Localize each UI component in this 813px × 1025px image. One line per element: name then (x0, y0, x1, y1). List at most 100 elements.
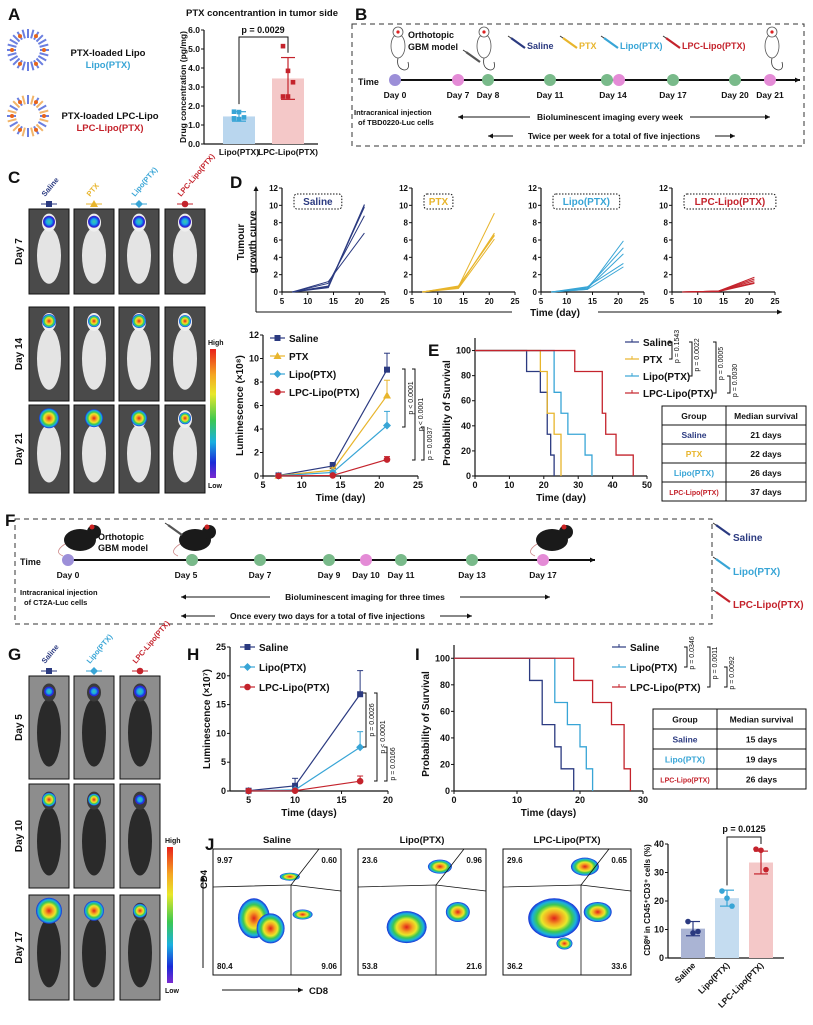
data-point (292, 782, 299, 789)
lipid (35, 57, 44, 66)
group-legend-label: LPC-Lipo(PTX) (682, 41, 746, 51)
day-label: Day 0 (57, 570, 80, 580)
group-syringe-icon (712, 522, 731, 536)
data-point (383, 421, 391, 430)
p-value-label: p = 0.0037 (427, 427, 434, 460)
p-value-label: p = 0.0005 (718, 347, 725, 380)
bioluminescence-image (164, 306, 206, 402)
growth-curve (551, 240, 624, 293)
injection-note: of TBD0220-Luc cells (358, 118, 434, 127)
injection-marker (395, 554, 407, 566)
x-axis-label: Time (day) (530, 308, 580, 319)
y-tick-label: 1.0 (188, 120, 200, 130)
bioluminescence-image (119, 783, 161, 889)
group-syringe-icon (507, 35, 526, 49)
quadrant-percentage: 33.6 (611, 962, 627, 971)
group-column-label: LPC-Lipo(PTX) (176, 152, 217, 199)
bioluminescence-image (28, 404, 70, 494)
lipo-description: PTX-loaded Lipo (71, 48, 146, 59)
significance-bracket (689, 341, 693, 377)
table-group-cell: Lipo(PTX) (665, 755, 705, 765)
bioluminescence-image (73, 404, 115, 494)
mouse-model-icon (58, 524, 101, 557)
bioluminescence-image (164, 404, 206, 494)
legend-marker (274, 335, 281, 341)
syringe-barrel (715, 524, 731, 536)
x-tick-label: 15 (335, 480, 345, 490)
lipid (9, 38, 19, 45)
growth-curve (292, 206, 365, 293)
panel-label-f: F (5, 511, 15, 530)
group-column-label: Lipo(PTX) (130, 165, 160, 198)
day-row-label: Day 17 (14, 931, 25, 964)
luminescence-signal (44, 686, 54, 697)
x-tick-label: 50 (642, 480, 652, 490)
data-point (685, 918, 691, 925)
lipid (7, 118, 17, 123)
y-tick-label: 0 (664, 288, 669, 297)
x-category-label: Lipo(PTX) (696, 960, 732, 996)
day-row-label: Day 10 (14, 819, 25, 852)
p-value-label: p = 0.1543 (674, 330, 681, 363)
luminescence-signal (135, 794, 145, 805)
lipid (35, 100, 44, 109)
luminescence-signal (88, 215, 100, 228)
data-point (695, 928, 701, 935)
day-row-label: Day 21 (14, 432, 25, 465)
ptx-drug (34, 127, 38, 132)
bioluminescence-image (118, 306, 160, 402)
x-tick-label: 30 (573, 480, 583, 490)
ptx-drug (18, 34, 22, 39)
bioluminescence-image (73, 894, 115, 1001)
injection-range-left-head (181, 613, 186, 619)
syringe-plunger (507, 35, 512, 39)
group-title: LPC-Lipo(PTX) (695, 197, 766, 208)
table-header: Median survival (734, 411, 798, 421)
x-tick-label: 5 (246, 795, 251, 805)
lipid (37, 121, 47, 128)
quadrant-percentage: 0.96 (466, 856, 482, 865)
y-tick-label: 10 (659, 201, 668, 210)
series-line (278, 369, 388, 477)
y-tick-label: 5.0 (188, 44, 200, 54)
imaging-marker (452, 74, 464, 86)
group-legend-label: Saline (527, 41, 554, 51)
x-direction-arrow-head (777, 309, 782, 315)
colorbar-low-label: Low (208, 483, 223, 490)
x-tick-label: 20 (485, 297, 494, 306)
x-tick-label: 20 (539, 480, 549, 490)
mouse-treated-icon (173, 524, 216, 557)
y-tick-label: 4 (664, 253, 669, 262)
y-tick-label: 8 (254, 377, 259, 387)
mouse-body (173, 424, 197, 483)
injection-marker (667, 74, 679, 86)
lipid (12, 34, 21, 43)
timeline-axis-head (795, 77, 800, 83)
density-cluster (528, 898, 581, 939)
lpc-lipo-description: PTX-loaded LPC-Lipo (61, 111, 158, 122)
table-median-cell: 15 days (746, 735, 777, 745)
mouse-ear (89, 524, 95, 530)
injection-range-right-head (467, 613, 472, 619)
chart-title: PTX concentrantion in tumor side (186, 8, 338, 19)
density-cluster (570, 857, 599, 876)
x-tick-label: 15 (588, 297, 597, 306)
cd8-axis-arrow-head (298, 987, 303, 993)
y-tick-label: 6 (533, 236, 538, 245)
lipid (7, 109, 17, 114)
table-median-cell: 22 days (750, 449, 781, 459)
p-value-label: p = 0.0029 (241, 25, 284, 35)
injection-range-right-head (730, 133, 735, 139)
quadrant-percentage: 80.4 (217, 962, 233, 971)
y-tick-label: 100 (456, 346, 471, 356)
lpc-liposome-icon (7, 95, 49, 137)
luminescence-signal (88, 315, 100, 328)
survival-curve (454, 657, 632, 791)
syringe-plunger (712, 556, 717, 560)
p-value-label: p = 0.0026 (369, 703, 376, 736)
bioluminescence-image (164, 208, 206, 295)
lipid (12, 123, 21, 132)
lipid (21, 95, 26, 105)
x-tick-label: 10 (433, 297, 442, 306)
group-syringe-icon (712, 556, 731, 570)
